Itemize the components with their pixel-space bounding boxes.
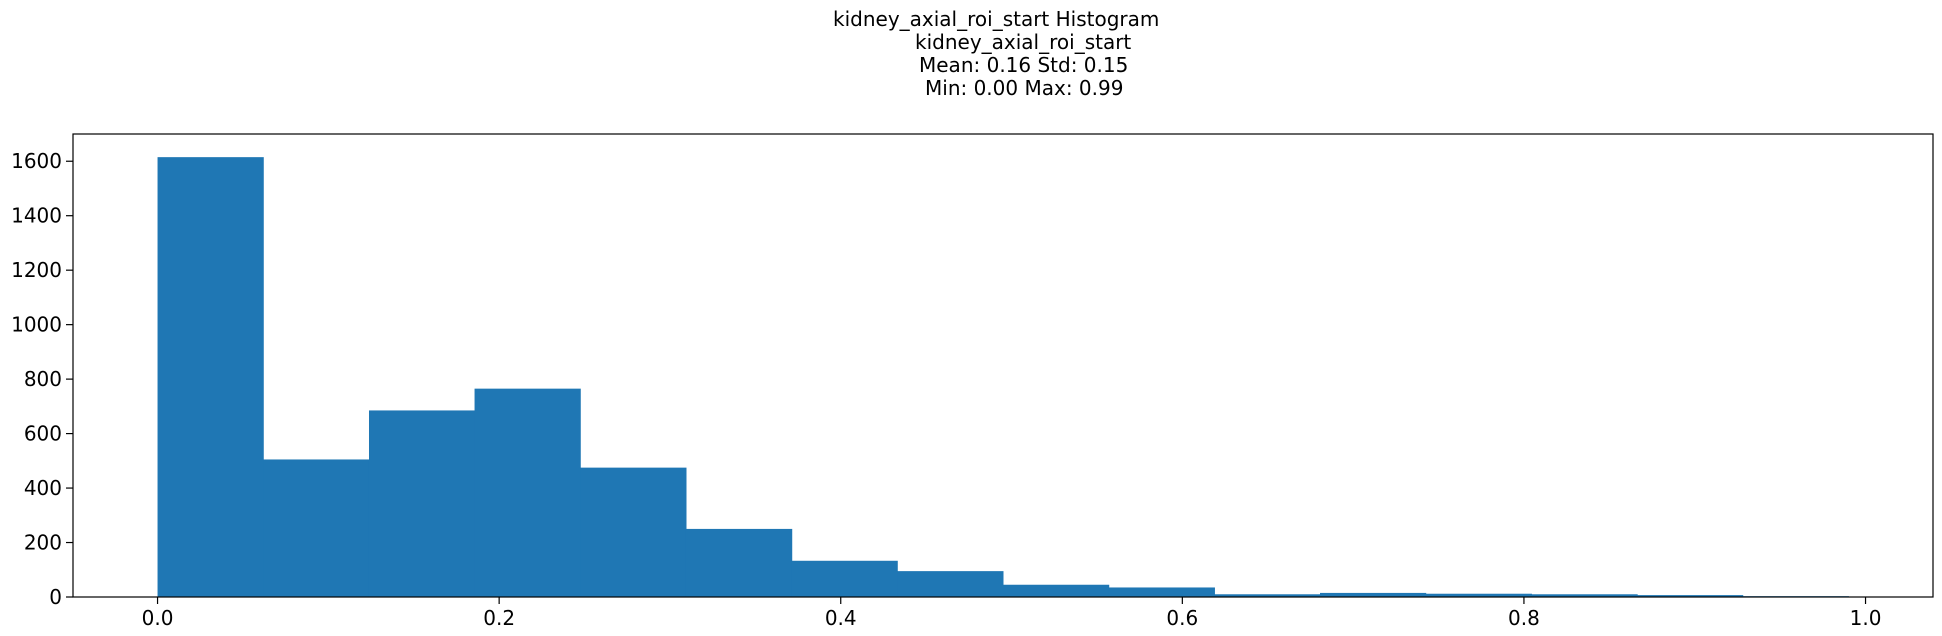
- y-tick-label-5: 1000: [11, 313, 62, 337]
- y-tick-label-8: 1600: [11, 149, 62, 173]
- y-tick-label-4: 800: [24, 367, 62, 391]
- x-tick-label-0: 0.0: [142, 606, 174, 630]
- chart-title-line-1: kidney_axial_roi_start Histogram: [833, 7, 1160, 31]
- histogram-bar-4: [580, 467, 687, 597]
- histogram-bar-7: [897, 571, 1004, 597]
- histogram-bar-12: [1425, 593, 1532, 597]
- x-tick-label-1: 0.2: [483, 606, 515, 630]
- x-tick-label-2: 0.4: [825, 606, 857, 630]
- y-tick-label-7: 1400: [11, 204, 62, 228]
- chart-title-line-4: Min: 0.00 Max: 0.99: [925, 76, 1124, 100]
- y-tick-label-6: 1200: [11, 258, 62, 282]
- plot-frame: [72, 133, 1934, 598]
- histogram-bar-6: [791, 560, 898, 597]
- histogram-bar-3: [474, 388, 581, 597]
- histogram-bar-5: [685, 528, 793, 597]
- x-tick-label-3: 0.6: [1166, 606, 1198, 630]
- histogram-bar-14: [1637, 595, 1744, 597]
- histogram-bar-1: [263, 459, 370, 597]
- y-tick-label-0: 0: [49, 585, 62, 609]
- chart-title-line-3: Mean: 0.16 Std: 0.15: [919, 53, 1129, 77]
- x-tick-label-4: 0.8: [1508, 606, 1540, 630]
- histogram-bar-0: [157, 157, 264, 597]
- x-axis: 0.0 0.2 0.4 0.6 0.8 1.0: [142, 597, 1882, 630]
- histogram-bar-9: [1108, 587, 1215, 597]
- histogram-bar-8: [1003, 584, 1110, 597]
- histogram-bar-2: [368, 410, 476, 597]
- histogram-bar-10: [1214, 594, 1321, 597]
- y-tick-label-1: 200: [24, 531, 62, 555]
- bars-group: [157, 157, 1849, 597]
- y-axis: 0 200 400 600 800 1000 1200 1400 1600: [11, 149, 73, 609]
- chart-title-line-2: kidney_axial_roi_start: [915, 30, 1132, 54]
- y-tick-label-3: 600: [24, 422, 62, 446]
- y-tick-label-2: 400: [24, 476, 62, 500]
- x-tick-label-5: 1.0: [1850, 606, 1882, 630]
- histogram-bar-13: [1531, 594, 1638, 597]
- histogram-bar-11: [1320, 592, 1427, 597]
